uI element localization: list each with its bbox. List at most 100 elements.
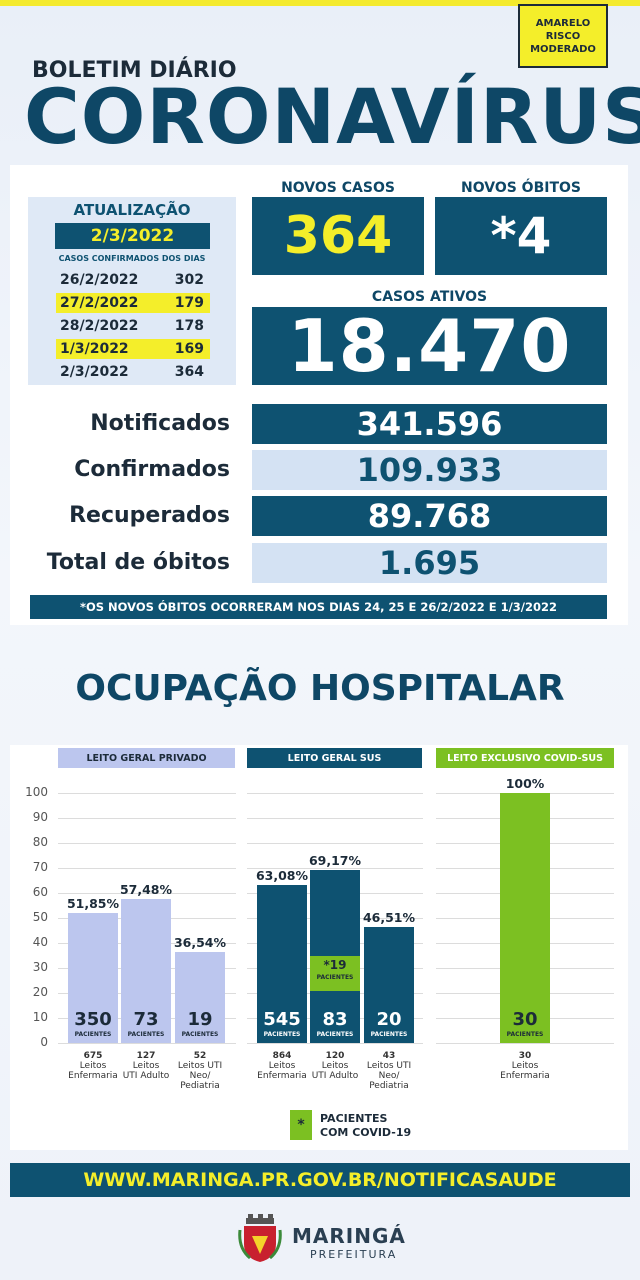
bar-patient-count: 350	[74, 1009, 112, 1030]
bar-caption: 43 Leitos UTI Neo/Pediatria	[356, 1051, 422, 1091]
bar-caption-line: Leitos	[132, 1061, 160, 1071]
bar-caption: 675 Leitos Enfermaria	[60, 1051, 126, 1081]
legend-line: COM COVID-19	[320, 1126, 412, 1139]
bar-patient-word: PACIENTES	[316, 1031, 354, 1038]
bar-caption: 52 Leitos UTI Neo/Pediatria	[167, 1051, 233, 1091]
logo-sub: PREFEITURA	[310, 1248, 398, 1261]
notification-link[interactable]: WWW.MARINGA.PR.GOV.BR/NOTIFICASAUDE	[10, 1163, 630, 1197]
total-label: Total de óbitos	[46, 550, 230, 575]
gridline	[247, 1043, 423, 1044]
daily-row: 26/2/2022 302	[56, 270, 210, 290]
y-tick-label: 0	[40, 1035, 48, 1049]
bar-caption-line: 127	[136, 1051, 156, 1061]
bar-caption-line: Leitos UTI	[177, 1061, 223, 1071]
bar-patient-count: 545	[263, 1009, 301, 1030]
bar-caption-line: UTI Adulto	[311, 1071, 359, 1081]
daily-value: 169	[174, 341, 204, 357]
bar-caption-line: 52	[193, 1051, 207, 1061]
bar-patient-word: PACIENTES	[506, 1031, 544, 1038]
bar-caption-line: Enfermaria	[68, 1071, 118, 1081]
bar-patient-word: PACIENTES	[127, 1031, 165, 1038]
y-tick-label: 30	[32, 960, 48, 974]
chart-group-header: LEITO GERAL PRIVADO	[58, 748, 235, 768]
new-deaths-label: NOVOS ÓBITOS	[460, 180, 581, 196]
bar-percent-label: 100%	[505, 776, 545, 791]
bar-caption-line: Enfermaria	[257, 1071, 307, 1081]
bar-percent-label: 46,51%	[362, 909, 416, 925]
chart-group-header: LEITO EXCLUSIVO COVID-SUS	[436, 748, 614, 768]
chart-bar	[121, 899, 171, 1043]
bar-percent-label: 57,48%	[119, 882, 173, 898]
bar-caption-line: Leitos UTI	[366, 1061, 412, 1071]
bar-caption-line: Enfermaria	[500, 1071, 550, 1081]
bar-caption-line: Leitos	[511, 1061, 539, 1071]
gridline	[58, 818, 236, 819]
bar-patient-count: 73	[133, 1009, 159, 1030]
top-stripe	[0, 0, 640, 6]
total-label: Recuperados	[69, 503, 230, 528]
total-value: 341.596	[252, 404, 607, 444]
bar-caption-line: Pediatria	[180, 1081, 220, 1091]
gridline	[247, 868, 423, 869]
y-tick-label: 90	[32, 810, 48, 824]
bar-caption: 120 Leitos UTI Adulto	[302, 1051, 368, 1081]
active-cases-label: CASOS ATIVOS	[371, 289, 488, 305]
bar-patient-word: PACIENTES	[74, 1031, 112, 1038]
bar-caption-line: Pediatria	[369, 1081, 409, 1091]
covid-legend-text: PACIENTES COM COVID-19	[320, 1112, 411, 1140]
y-tick-label: 60	[32, 885, 48, 899]
new-cases-value: 364	[252, 197, 424, 275]
bar-patient-word: PACIENTES	[370, 1031, 408, 1038]
covid-legend-icon: *	[290, 1110, 312, 1140]
bar-caption-line: Leitos	[321, 1061, 349, 1071]
new-cases-label: NOVOS CASOS	[281, 180, 395, 196]
bar-percent-label: 69,17%	[308, 853, 362, 869]
bar-percent-label: 51,85%	[66, 896, 120, 912]
covid-patient-count: *19	[323, 957, 347, 972]
total-label: Notificados	[90, 411, 230, 436]
chart-bar	[257, 885, 307, 1043]
chart-bar	[500, 793, 550, 1043]
total-label: Confirmados	[74, 457, 230, 482]
daily-date: 28/2/2022	[60, 318, 139, 334]
gridline	[436, 1043, 614, 1044]
bar-caption-line: 43	[382, 1051, 396, 1061]
daily-value: 178	[174, 318, 204, 334]
risk-badge-line: MODERADO	[530, 43, 596, 55]
bulletin-label: BOLETIM DIÁRIO	[32, 58, 237, 83]
y-tick-label: 100	[25, 785, 48, 799]
covid-patient-word: PACIENTES	[316, 973, 354, 981]
bar-caption-line: Neo/	[378, 1071, 400, 1081]
bar-caption-line: 120	[325, 1051, 345, 1061]
gridline	[58, 1043, 236, 1044]
hospital-title: OCUPAÇÃO HOSPITALAR	[75, 668, 565, 709]
bar-patient-word: PACIENTES	[263, 1031, 301, 1038]
bar-patient-count: 30	[512, 1009, 538, 1030]
y-tick-label: 10	[32, 1010, 48, 1024]
total-value: 89.768	[252, 496, 607, 536]
legend-line: PACIENTES	[320, 1112, 388, 1125]
new-deaths-value: *4	[435, 197, 607, 275]
bar-caption-line: 30	[518, 1051, 532, 1061]
daily-row: 1/3/2022 169	[56, 339, 210, 359]
risk-badge-line: AMARELO	[535, 17, 591, 29]
total-value: 109.933	[252, 450, 607, 490]
gridline	[58, 893, 236, 894]
daily-date: 27/2/2022	[60, 295, 139, 311]
bar-patient-word: PACIENTES	[181, 1031, 219, 1038]
daily-date: 26/2/2022	[60, 272, 139, 288]
daily-date: 1/3/2022	[60, 341, 129, 357]
gridline	[58, 868, 236, 869]
risk-badge-line: RISCO	[545, 30, 581, 42]
bar-percent-label: 63,08%	[255, 868, 309, 884]
chart-group-header: LEITO GERAL SUS	[247, 748, 422, 768]
footnote: *OS NOVOS ÓBITOS OCORRERAM NOS DIAS 24, …	[30, 595, 607, 619]
daily-value: 179	[174, 295, 204, 311]
bar-caption-line: 675	[83, 1051, 103, 1061]
daily-caption: CASOS CONFIRMADOS DOS DIAS	[58, 254, 206, 263]
y-tick-label: 20	[32, 985, 48, 999]
daily-date: 2/3/2022	[60, 364, 129, 380]
chart-bar	[175, 951, 225, 1043]
logo-name: MARINGÁ	[292, 1224, 406, 1248]
